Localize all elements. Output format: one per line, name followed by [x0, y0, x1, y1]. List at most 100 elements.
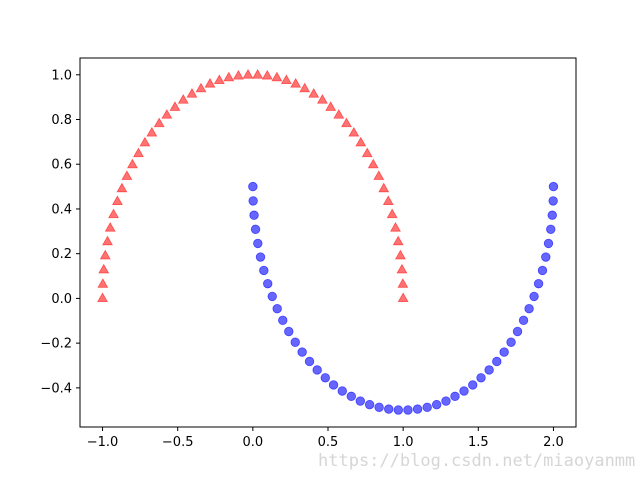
blue-circle-marker — [512, 326, 523, 337]
red-triangle-marker — [121, 170, 133, 180]
red-triangle-marker — [316, 94, 328, 104]
blue-circle-marker — [384, 404, 394, 414]
red-triangle-marker — [104, 221, 116, 232]
red-triangle-marker — [116, 182, 128, 193]
blue-circle-marker — [272, 303, 282, 314]
x-tick-label: 2.0 — [543, 435, 564, 450]
y-tick-label: 0.4 — [51, 202, 72, 217]
red-triangle-marker — [361, 147, 373, 158]
red-triangle-marker — [382, 195, 394, 205]
blue-circle-marker — [541, 252, 551, 262]
blue-circle-marker — [337, 386, 347, 396]
red-triangle-marker — [355, 136, 367, 147]
blue-circle-marker — [518, 315, 529, 326]
red-triangle-marker — [367, 158, 379, 169]
blue-circle-marker — [543, 238, 554, 249]
red-triangle-marker — [169, 101, 181, 111]
blue-circle-marker — [548, 196, 558, 206]
red-triangle-marker — [146, 126, 158, 137]
x-tick-label: 1.5 — [468, 435, 489, 450]
blue-circle-marker — [412, 404, 423, 414]
blue-circle-marker — [312, 365, 322, 375]
blue-circle-marker — [249, 210, 259, 220]
blue-circle-marker — [355, 396, 366, 406]
blue-circle-marker — [346, 391, 356, 402]
red-triangle-marker — [195, 82, 207, 93]
blue-circle-marker — [524, 303, 534, 314]
y-tick-label: 0.8 — [51, 113, 72, 128]
series-red-triangles — [97, 68, 409, 303]
red-triangle-marker — [299, 82, 311, 93]
watermark-text: https://blog.csdn.net/miaoyanmm — [318, 451, 635, 471]
y-tick-label: 0.6 — [51, 158, 72, 173]
blue-circle-marker — [529, 291, 539, 302]
red-triangle-marker — [204, 77, 216, 88]
blue-circle-marker — [546, 224, 556, 235]
blue-circle-marker — [248, 196, 258, 206]
red-triangle-marker — [177, 94, 189, 104]
blue-circle-marker — [304, 356, 315, 367]
red-triangle-marker — [394, 249, 406, 260]
red-triangle-marker — [290, 77, 302, 88]
red-triangle-marker — [102, 235, 113, 246]
red-triangle-marker — [333, 109, 345, 119]
blue-circle-marker — [393, 405, 404, 415]
blue-circle-marker — [450, 391, 460, 402]
red-triangle-marker — [139, 136, 151, 147]
red-triangle-marker — [271, 71, 283, 82]
blue-circle-marker — [403, 405, 413, 415]
series-blue-circles — [248, 181, 559, 415]
x-axis: −1.0 −0.5 0.0 0.5 1.0 1.5 2.0 — [87, 427, 564, 450]
red-triangle-marker — [153, 117, 165, 128]
red-triangle-marker — [161, 109, 173, 119]
blue-circle-marker — [533, 278, 544, 289]
red-triangle-marker — [252, 68, 264, 79]
plot-frame — [79, 57, 577, 428]
blue-circle-marker — [548, 181, 559, 192]
x-tick-label: −0.5 — [162, 435, 194, 450]
red-triangle-marker — [98, 263, 110, 274]
blue-circle-marker — [459, 386, 469, 396]
blue-circle-marker — [259, 265, 269, 276]
x-tick-label: 0.0 — [243, 435, 264, 450]
blue-circle-marker — [431, 399, 442, 410]
blue-circle-marker — [537, 265, 548, 276]
y-axis: −0.4 −0.2 0.0 0.2 0.4 0.6 0.8 1.0 — [40, 68, 80, 396]
red-triangle-marker — [97, 278, 109, 288]
blue-circle-marker — [506, 337, 516, 347]
blue-circle-marker — [468, 380, 478, 390]
blue-circle-marker — [492, 356, 502, 367]
blue-circle-marker — [422, 402, 432, 413]
red-triangle-marker — [325, 101, 337, 111]
red-triangle-marker — [280, 74, 292, 84]
red-triangle-marker — [341, 117, 352, 128]
blue-circle-marker — [441, 396, 451, 406]
blue-circle-marker — [250, 224, 261, 235]
blue-circle-marker — [284, 326, 294, 337]
y-tick-label: 1.0 — [51, 68, 72, 83]
blue-circle-marker — [248, 181, 258, 192]
x-tick-label: 0.5 — [318, 435, 339, 450]
blue-circle-marker — [253, 238, 263, 249]
blue-circle-marker — [374, 402, 384, 413]
red-triangle-marker — [223, 71, 235, 82]
blue-circle-marker — [328, 380, 339, 390]
blue-circle-marker — [320, 373, 330, 383]
red-triangle-marker — [261, 69, 273, 80]
blue-circle-marker — [255, 252, 266, 262]
red-triangle-marker — [108, 208, 119, 219]
red-triangle-marker — [242, 68, 254, 79]
red-triangle-marker — [97, 292, 109, 303]
x-tick-label: −1.0 — [87, 435, 119, 450]
red-triangle-marker — [392, 235, 404, 246]
red-triangle-marker — [397, 292, 409, 303]
y-tick-label: −0.4 — [40, 381, 72, 396]
red-triangle-marker — [396, 263, 408, 274]
red-triangle-marker — [378, 182, 390, 193]
x-tick-label: 1.0 — [393, 435, 414, 450]
blue-circle-marker — [476, 373, 486, 383]
blue-circle-marker — [278, 315, 288, 326]
red-triangle-marker — [373, 170, 385, 180]
red-triangle-marker — [386, 208, 398, 219]
